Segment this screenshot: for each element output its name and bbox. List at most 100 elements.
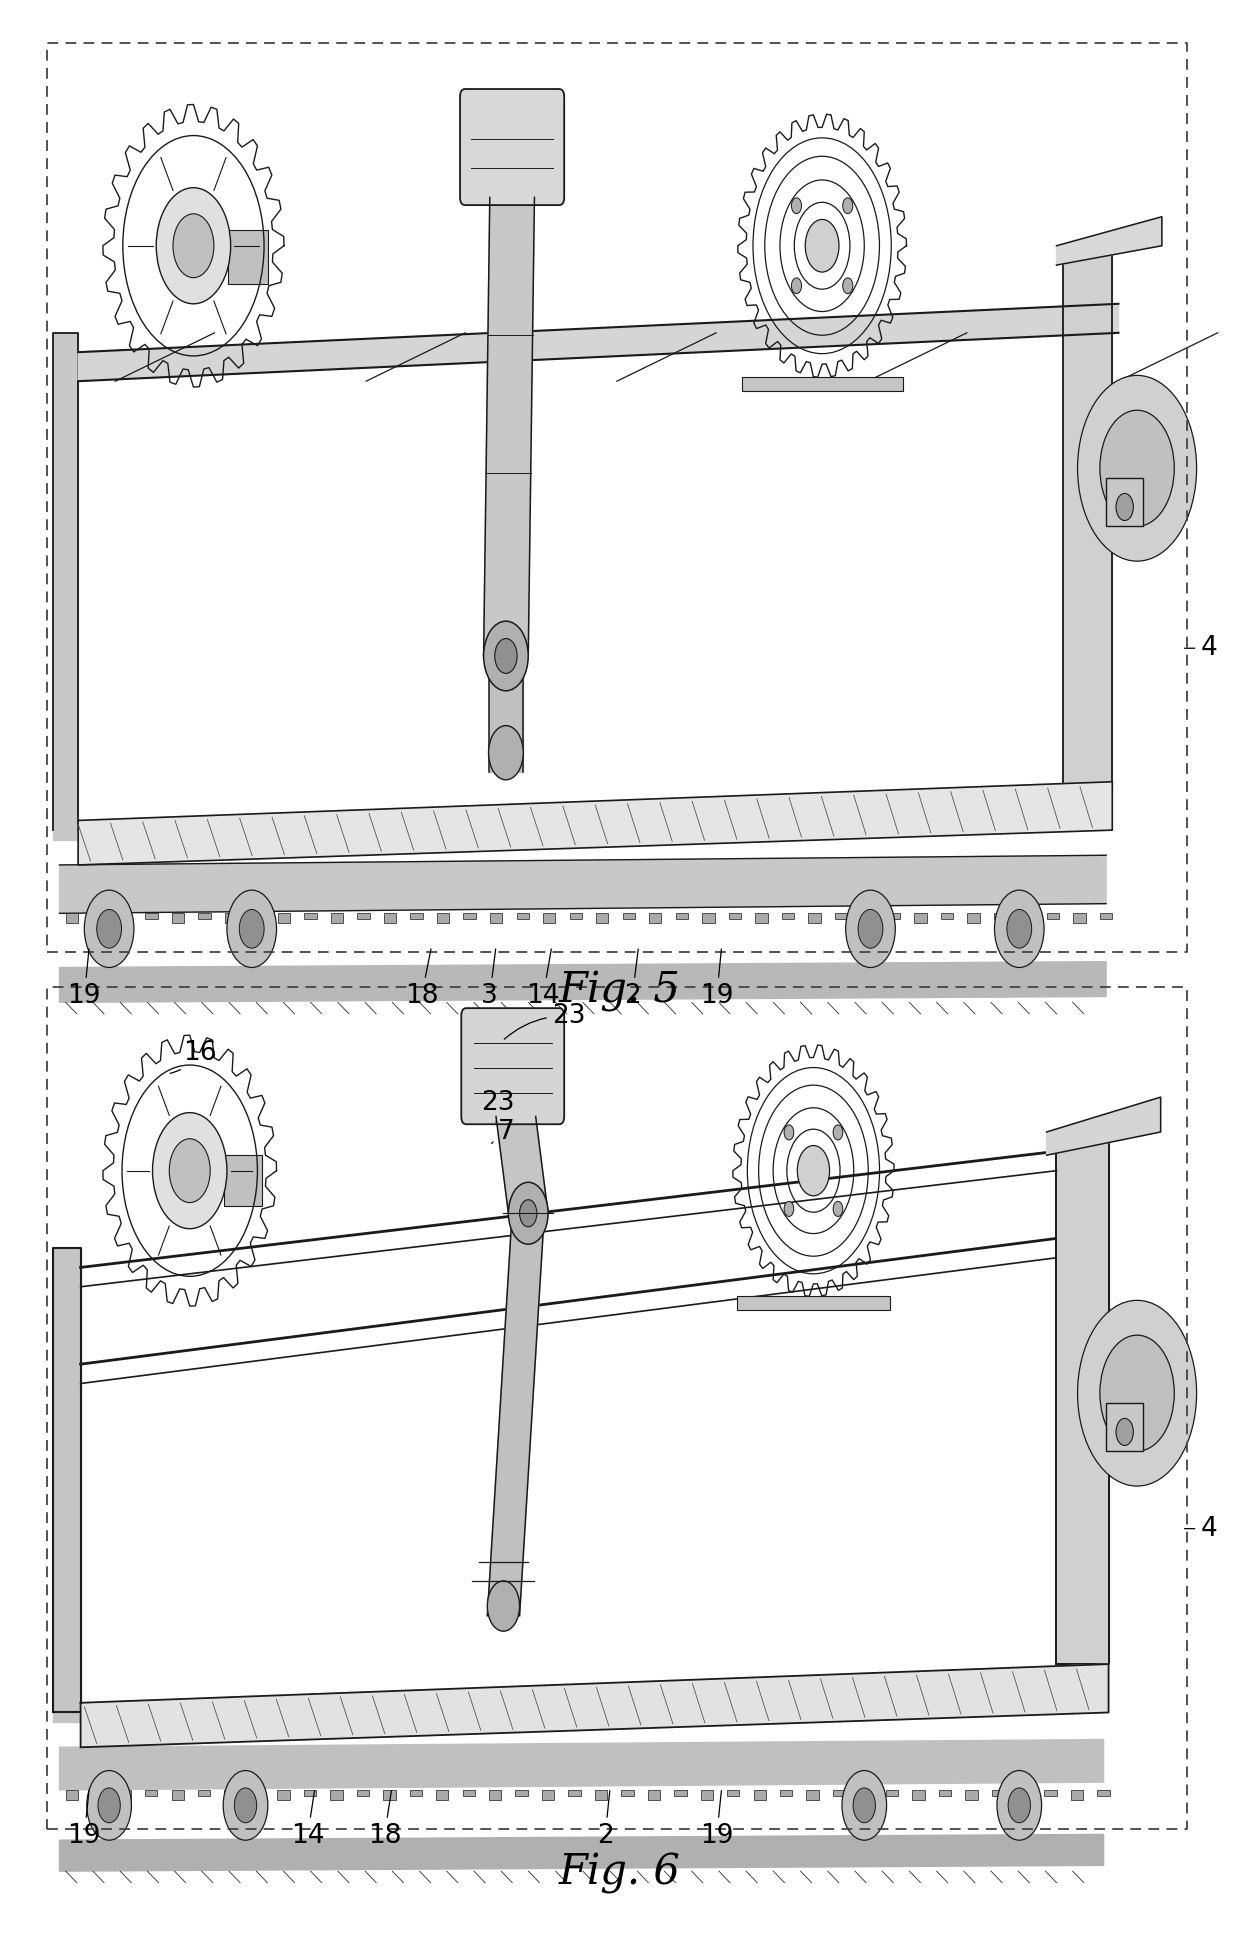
Polygon shape: [1063, 246, 1112, 791]
FancyBboxPatch shape: [47, 43, 1187, 952]
Polygon shape: [516, 1790, 528, 1796]
Circle shape: [156, 188, 231, 304]
Polygon shape: [967, 913, 980, 923]
Polygon shape: [1097, 1790, 1110, 1796]
Polygon shape: [119, 1790, 131, 1800]
Polygon shape: [1056, 1132, 1109, 1664]
Polygon shape: [410, 913, 423, 919]
Polygon shape: [1074, 913, 1086, 923]
Circle shape: [858, 909, 883, 948]
Circle shape: [1100, 410, 1174, 526]
Circle shape: [223, 1771, 268, 1840]
Polygon shape: [755, 913, 768, 923]
Polygon shape: [543, 913, 556, 923]
Polygon shape: [859, 1790, 872, 1800]
Circle shape: [791, 197, 801, 213]
Polygon shape: [171, 1790, 184, 1800]
Polygon shape: [464, 913, 476, 919]
Polygon shape: [939, 1790, 951, 1796]
Polygon shape: [1056, 217, 1162, 265]
Polygon shape: [835, 913, 847, 919]
Text: 4: 4: [1184, 635, 1218, 662]
Circle shape: [234, 1788, 257, 1823]
Circle shape: [994, 890, 1044, 968]
Polygon shape: [914, 913, 926, 923]
Polygon shape: [621, 1790, 634, 1796]
Circle shape: [495, 639, 517, 673]
Polygon shape: [595, 1790, 608, 1800]
Polygon shape: [517, 913, 529, 919]
Polygon shape: [198, 1790, 211, 1796]
Text: 19: 19: [699, 1790, 734, 1848]
Polygon shape: [92, 1790, 104, 1796]
Text: 2: 2: [624, 948, 641, 1008]
Circle shape: [520, 1200, 537, 1227]
Polygon shape: [992, 1790, 1004, 1796]
Polygon shape: [622, 913, 635, 919]
Polygon shape: [224, 913, 237, 923]
Polygon shape: [542, 1790, 554, 1800]
Polygon shape: [119, 913, 131, 923]
Text: 18: 18: [367, 1790, 402, 1848]
Text: 19: 19: [699, 948, 734, 1008]
Circle shape: [153, 1113, 227, 1229]
Polygon shape: [60, 855, 1106, 913]
Circle shape: [791, 279, 801, 294]
Polygon shape: [228, 230, 268, 284]
Polygon shape: [224, 1155, 262, 1206]
Polygon shape: [330, 1790, 342, 1800]
Circle shape: [487, 1581, 520, 1631]
Circle shape: [169, 1138, 211, 1202]
Circle shape: [227, 890, 277, 968]
Polygon shape: [53, 333, 78, 840]
Polygon shape: [60, 1740, 1104, 1790]
Polygon shape: [701, 1790, 713, 1800]
Polygon shape: [145, 913, 157, 919]
Polygon shape: [1021, 913, 1033, 923]
Circle shape: [1007, 909, 1032, 948]
Polygon shape: [78, 782, 1112, 865]
Polygon shape: [742, 377, 903, 391]
Circle shape: [489, 726, 523, 780]
Polygon shape: [198, 913, 211, 919]
Polygon shape: [331, 913, 343, 923]
Polygon shape: [60, 1834, 1104, 1871]
Circle shape: [1116, 493, 1133, 521]
Text: 3: 3: [481, 948, 498, 1008]
Polygon shape: [781, 913, 794, 919]
Circle shape: [843, 197, 853, 213]
Polygon shape: [885, 1790, 898, 1796]
Polygon shape: [727, 1790, 739, 1796]
Polygon shape: [172, 913, 185, 923]
Polygon shape: [806, 1790, 818, 1800]
Polygon shape: [487, 1213, 544, 1616]
Circle shape: [805, 219, 839, 273]
FancyBboxPatch shape: [1106, 478, 1143, 526]
Circle shape: [98, 1788, 120, 1823]
Text: 14: 14: [290, 1790, 325, 1848]
Polygon shape: [224, 1790, 237, 1800]
FancyBboxPatch shape: [47, 987, 1187, 1829]
Text: 2: 2: [596, 1790, 614, 1848]
Polygon shape: [496, 1116, 548, 1213]
Polygon shape: [965, 1790, 977, 1800]
Circle shape: [1008, 1788, 1030, 1823]
Text: Fig. 5: Fig. 5: [559, 969, 681, 1012]
Circle shape: [508, 1182, 548, 1244]
Polygon shape: [278, 913, 290, 923]
Text: Fig. 6: Fig. 6: [559, 1852, 681, 1894]
Polygon shape: [1018, 1790, 1030, 1800]
Polygon shape: [1071, 1790, 1084, 1800]
Polygon shape: [1100, 913, 1112, 919]
Text: 19: 19: [67, 948, 102, 1008]
FancyBboxPatch shape: [460, 89, 564, 205]
Polygon shape: [833, 1790, 846, 1796]
Polygon shape: [489, 656, 523, 772]
Polygon shape: [66, 913, 78, 923]
Polygon shape: [145, 1790, 157, 1796]
Circle shape: [833, 1124, 843, 1140]
Circle shape: [1078, 1300, 1197, 1486]
Polygon shape: [484, 197, 534, 656]
Circle shape: [997, 1771, 1042, 1840]
Circle shape: [853, 1788, 875, 1823]
